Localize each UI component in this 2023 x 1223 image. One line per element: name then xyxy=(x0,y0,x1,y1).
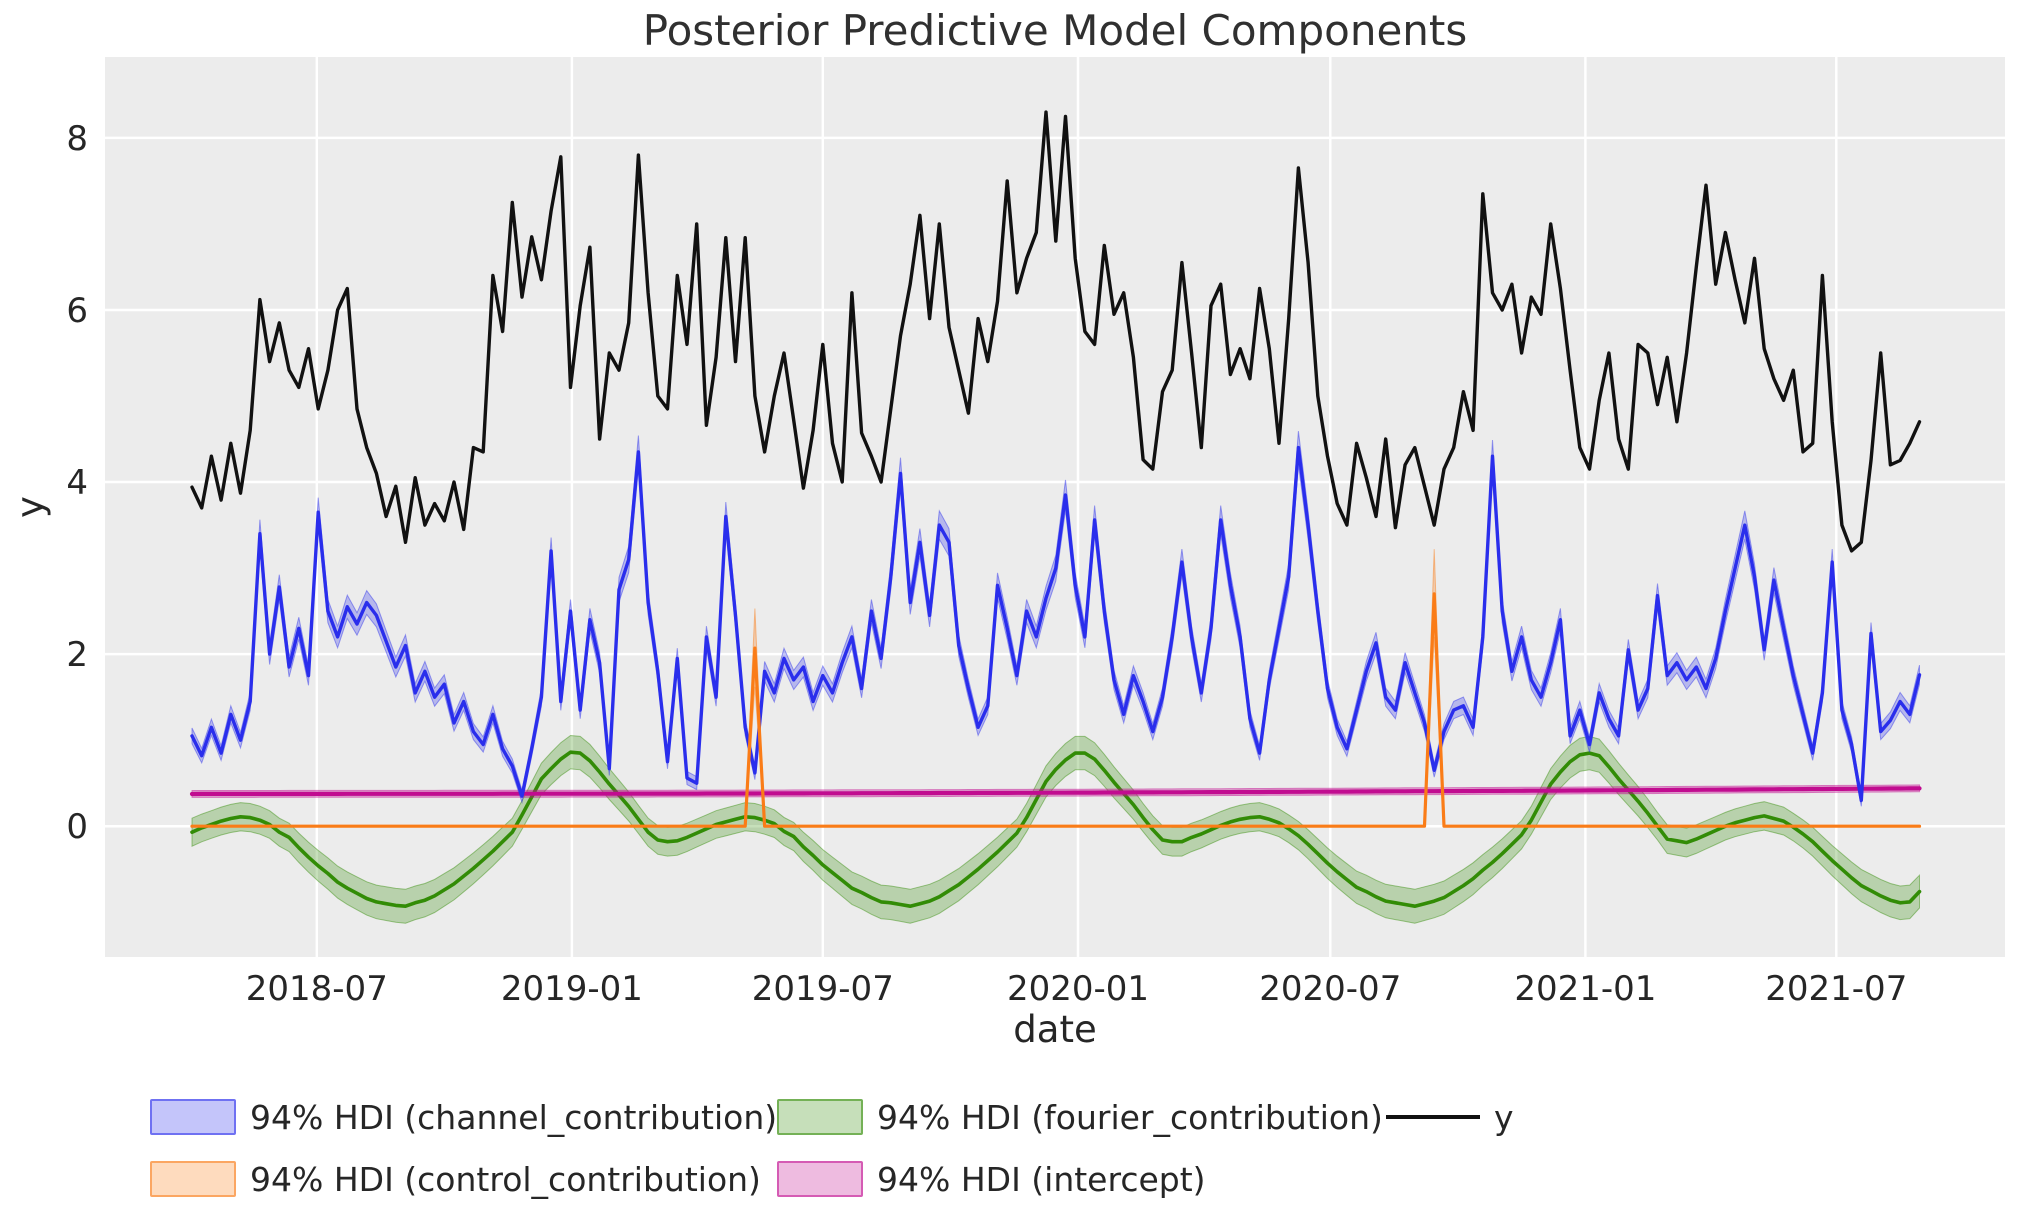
y-tick-8: 8 xyxy=(66,119,88,159)
intercept-hdi-swatch xyxy=(777,1161,863,1197)
y-line-swatch xyxy=(1386,1115,1480,1119)
y-tick-2: 2 xyxy=(66,635,88,675)
series-line-y xyxy=(190,110,1922,553)
x-tick-2020-07: 2020-07 xyxy=(1259,969,1401,1009)
control-hdi-swatch xyxy=(150,1161,236,1197)
x-tick-2020-01: 2020-01 xyxy=(1007,969,1149,1009)
legend-label-control: 94% HDI (control_contribution) xyxy=(250,1159,761,1199)
legend-item-y: y xyxy=(1386,1096,1514,1138)
y-tick-0: 0 xyxy=(66,807,88,847)
hdi-band-fourier_contribution xyxy=(191,734,1920,924)
channel-hdi-swatch xyxy=(150,1099,236,1135)
chart-title: Posterior Predictive Model Components xyxy=(642,6,1468,55)
series-line-control_contribution xyxy=(190,592,1922,828)
x-tick-2019-01: 2019-01 xyxy=(501,969,643,1009)
legend-item-intercept-hdi: 94% HDI (intercept) xyxy=(777,1158,1206,1200)
legend-label-intercept: 94% HDI (intercept) xyxy=(877,1159,1206,1199)
x-tick-2019-07: 2019-07 xyxy=(752,969,894,1009)
legend-label-channel: 94% HDI (channel_contribution) xyxy=(250,1097,778,1137)
series-line-channel_contribution xyxy=(190,445,1922,803)
x-tick-2021-01: 2021-01 xyxy=(1514,969,1656,1009)
x-tick-2018-07: 2018-07 xyxy=(246,969,388,1009)
legend-item-fourier-hdi: 94% HDI (fourier_contribution) xyxy=(777,1096,1383,1138)
series-line-fourier_contribution xyxy=(190,750,1922,908)
legend-item-control-hdi: 94% HDI (control_contribution) xyxy=(150,1158,761,1200)
y-tick-6: 6 xyxy=(66,291,88,331)
series-line-intercept xyxy=(189,786,1922,797)
fourier-hdi-swatch xyxy=(777,1099,863,1135)
legend-label-y: y xyxy=(1494,1097,1514,1137)
x-axis-label: date xyxy=(1013,1008,1097,1051)
x-tick-2021-07: 2021-07 xyxy=(1765,969,1907,1009)
y-tick-4: 4 xyxy=(66,463,88,503)
legend-item-channel-hdi: 94% HDI (channel_contribution) xyxy=(150,1096,777,1138)
legend-label-fourier: 94% HDI (fourier_contribution) xyxy=(877,1097,1383,1137)
